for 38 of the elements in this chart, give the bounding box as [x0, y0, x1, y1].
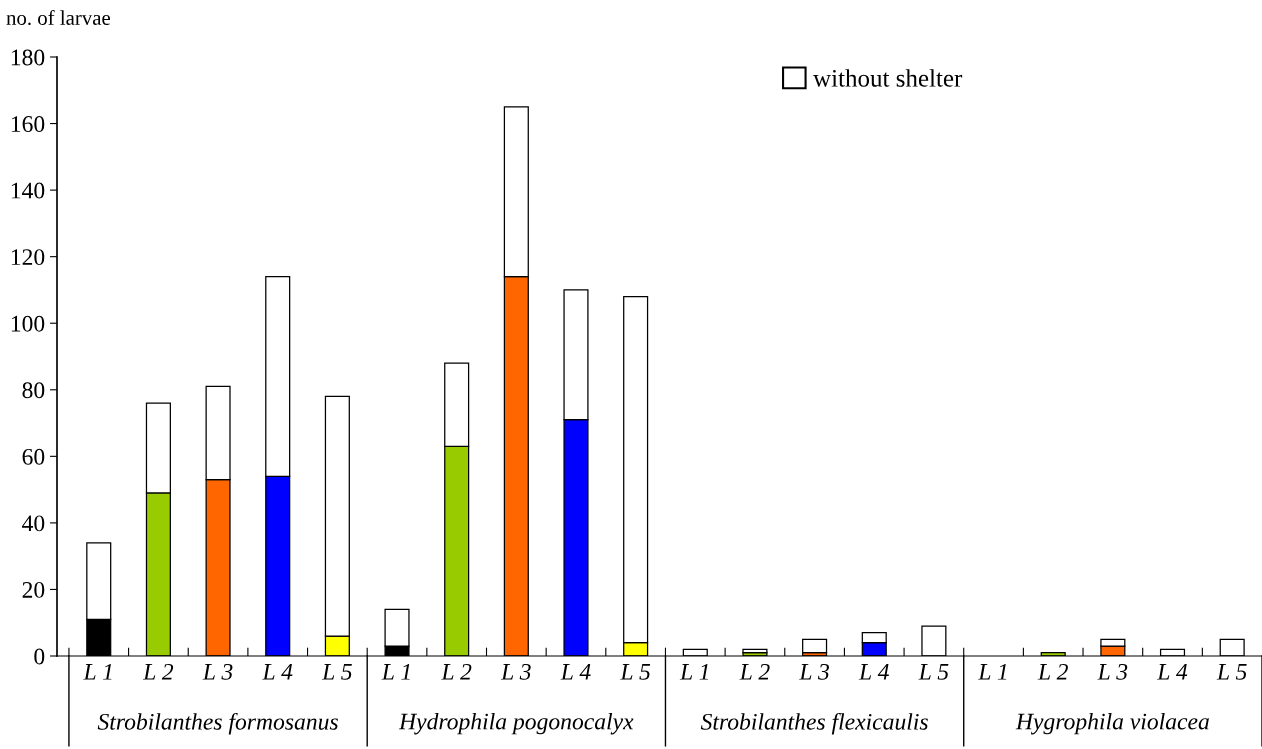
x-tick-label: L 4: [1157, 664, 1188, 680]
y-tick-label: 80: [22, 382, 45, 399]
x-tick-label: L 4: [262, 664, 293, 680]
y-tick-label: 120: [11, 249, 45, 266]
x-tick-label: L 2: [142, 663, 174, 680]
x-tick-label: L 2: [739, 663, 770, 680]
x-tick-label: L 4: [560, 664, 591, 680]
text: Hydrophila pogonocalyx: [398, 712, 634, 735]
y-tick-label: 180: [11, 49, 45, 66]
y-tick-label: 60: [22, 448, 45, 465]
y-axis-title: no. of larvae: [6, 10, 110, 25]
y-tick-label: 20: [22, 581, 45, 598]
y-tick-label: 0: [34, 648, 45, 665]
y-tick-label: 100: [11, 315, 45, 332]
x-tick-label: L 3: [799, 663, 829, 680]
x-tick-label: L 3: [202, 663, 233, 680]
text: Strobilanthes flexicaulis: [700, 712, 928, 735]
x-tick-label: L 5: [321, 664, 352, 680]
text: Strobilanthes formosanus: [97, 712, 338, 735]
x-tick-label: L 1: [381, 663, 410, 680]
text: Hygrophila violacea: [1015, 712, 1209, 735]
x-tick-label: L 3: [500, 663, 531, 680]
y-tick-label: 160: [11, 116, 45, 132]
x-tick-label: L 5: [1216, 664, 1247, 680]
x-tick-label: L 5: [620, 664, 651, 680]
y-tick-label: 40: [22, 515, 45, 532]
x-tick-label: L 1: [83, 663, 112, 680]
x-tick-label: L 1: [679, 663, 708, 680]
x-tick-label: L 4: [858, 664, 889, 680]
bar: [802, 638, 828, 654]
legend-label: without shelter: [813, 69, 963, 87]
bar: [742, 648, 768, 654]
x-tick-label: L 3: [1097, 663, 1128, 680]
x-tick-label: L 5: [918, 664, 949, 680]
x-tick-label: L 1: [978, 663, 1007, 680]
y-tick-label: 140: [11, 182, 45, 199]
x-tick-label: L 2: [1037, 663, 1068, 680]
x-tick-label: L 2: [441, 663, 472, 680]
